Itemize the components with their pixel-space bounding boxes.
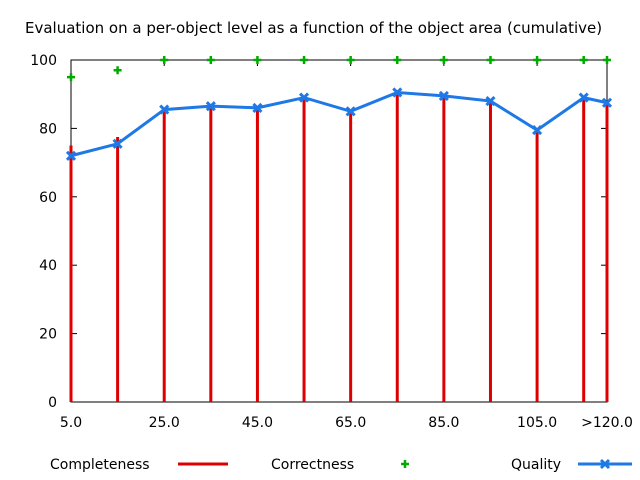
plot-area: 0 20 40 60 80 100 5.0 25.0 45.0 65.0 85.0 105.0 >120… [30,53,633,431]
y-tick-label: 40 [39,258,57,274]
legend-label-quality: Quality [511,457,561,473]
correctness-point [253,56,262,64]
correctness-point [113,66,122,75]
correctness-point [393,56,402,64]
x-tick-label: >120.0 [581,415,633,431]
quality-point [112,138,123,149]
y-tick-label: 60 [39,190,57,206]
x-tick-label: 85.0 [428,415,459,431]
quality-line [70,90,608,158]
quality-point [532,125,543,136]
x-tick-label: 45.0 [242,415,273,431]
correctness-point [160,56,169,64]
y-tick-label: 80 [39,121,57,137]
correctness-point [346,56,355,64]
correctness-point [67,73,75,82]
quality-point [298,92,310,103]
quality-point [438,90,449,101]
quality-point [65,150,77,161]
legend: Completeness Correctness Quality [50,457,632,473]
quality-point [252,102,263,113]
legend-label-correctness: Correctness [271,457,354,473]
quality-point [392,87,403,98]
correctness-point [603,56,611,64]
y-tick-label: 20 [39,327,57,343]
legend-swatch-quality-marker [599,458,611,470]
quality-point [601,97,613,108]
y-tick-label: 0 [48,395,57,411]
x-tick-label: 25.0 [149,415,180,431]
correctness-point [579,56,588,64]
quality-point [578,92,589,103]
quality-point [159,104,170,115]
quality-point [205,101,216,112]
correctness-point [439,56,448,64]
legend-swatch-correctness [401,460,409,468]
x-tick-label: 5.0 [60,415,82,431]
correctness-point [486,56,495,64]
legend-label-completeness: Completeness [50,457,150,473]
correctness-point [206,56,215,64]
x-tick-label: 65.0 [335,415,366,431]
plot-frame [70,59,608,403]
correctness-point [300,56,309,64]
x-tick-label: 105.0 [517,415,557,431]
chart-title: Evaluation on a per-object level as a fu… [25,19,602,37]
correctness-point [533,56,542,64]
quality-point [485,95,496,107]
y-tick-label: 100 [30,53,57,69]
quality-point [345,106,356,117]
